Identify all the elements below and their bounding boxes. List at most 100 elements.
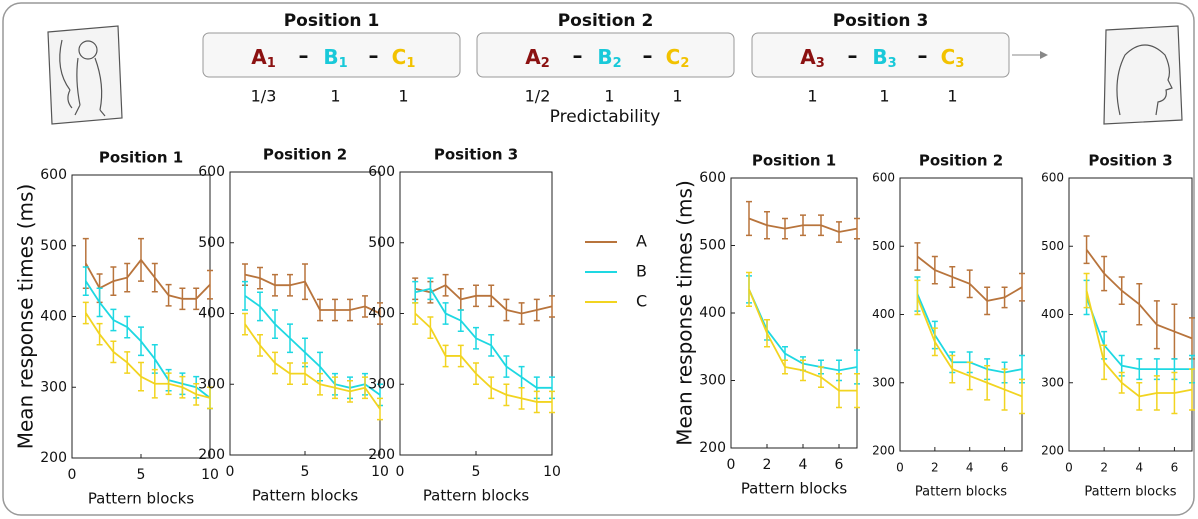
element-letter: B [323,45,338,69]
error-bar [549,390,555,414]
separator: – [299,44,309,68]
error-bar [347,298,353,322]
x-tick-label: 2 [763,457,772,473]
error-bar [1118,371,1125,394]
chart-title: Position 2 [263,146,347,164]
element-label: C1 [392,45,416,71]
x-axis-label: Pattern blocks [88,490,195,508]
error-bar [818,214,824,237]
x-tick-label: 5 [137,467,146,483]
series-line [244,273,381,315]
x-tick-label: 6 [835,457,844,473]
plot-frame [71,174,211,459]
predictability-value: 1 [604,87,614,106]
error-bar [818,366,824,388]
error-bar [347,379,353,403]
error-bar [518,302,525,325]
y-tick-label: 400 [368,306,395,322]
error-bar [1136,358,1143,381]
error-bar [1019,378,1025,415]
y-tick-label: 600 [872,171,895,185]
error-bar [800,214,806,237]
x-tick-label: 10 [371,464,389,480]
legend-label: A [636,232,647,251]
chart-title: Position 3 [1088,152,1172,170]
error-bar [110,266,117,297]
element-subscript: 1 [406,56,415,71]
series-line [244,323,381,410]
error-bar [1118,276,1125,306]
error-bar [549,295,555,318]
error-bar [110,340,117,364]
error-bar [272,273,278,297]
error-bar [746,271,752,307]
error-bar [165,372,172,396]
error-bar [207,269,213,300]
error-bar [1136,382,1143,411]
error-bar [302,362,308,385]
series-line [85,280,211,399]
element-label: A3 [800,45,825,71]
predictability-value: 1 [398,87,408,106]
error-bar [782,359,788,375]
error-bar [1019,272,1025,302]
y-tick-label: 600 [699,170,726,186]
error-bar [914,279,921,316]
error-bar [533,298,540,322]
error-bar [82,301,89,325]
error-bar [836,373,842,409]
predictability-value: 1 [330,87,340,106]
y-tick-label: 500 [1041,239,1064,253]
error-bar [257,333,263,357]
error-bar [503,298,510,322]
y-tick-label: 300 [40,379,67,395]
error-bar [984,286,991,316]
position-box [476,32,735,78]
element-letter: B [872,45,887,69]
element-subscript: 2 [680,56,689,71]
element-label: C3 [941,45,965,71]
error-bar [836,221,842,243]
chart-panel: Position 1 200 300 400 500 600 0 2 4 6 Pattern blo… [673,152,860,498]
error-bar [427,316,434,340]
separator: – [848,44,858,68]
error-bar [110,308,117,332]
error-bar [503,383,510,407]
error-bar [317,298,323,322]
legend-label: B [636,262,647,281]
element-subscript: 1 [267,56,276,71]
predictability-value: 1 [879,87,889,106]
error-bar [854,373,860,409]
error-bar [764,319,770,348]
element-letter: A [800,45,816,69]
plot-frame [730,177,858,449]
y-tick-label: 300 [368,376,395,392]
error-bar [287,362,293,385]
y-tick-label: 600 [1041,171,1064,185]
error-bar [332,376,338,400]
x-axis-label: Pattern blocks [1084,485,1176,500]
x-axis-label: Pattern blocks [252,487,359,505]
error-bar [1101,255,1108,292]
error-bar [287,273,293,297]
x-tick-label: 5 [472,464,481,480]
error-bar [473,326,479,350]
chart-panel: Position 2 200 300 400 500 600 0 2 4 6 Pattern blo… [872,152,1025,500]
error-bar [272,351,278,375]
element-label: A1 [251,45,276,71]
element-label: A2 [525,45,550,71]
x-tick-label: 2 [931,461,939,475]
y-tick-label: 200 [699,440,726,456]
separator: – [369,44,379,68]
error-bar [1083,272,1090,309]
error-bar [82,266,89,297]
error-bar [764,211,770,240]
error-bar [931,327,938,357]
x-tick-label: 0 [1065,461,1073,475]
chart-panel: Position 3 200 300 400 500 600 0 2 4 6 Pattern blo… [1041,152,1195,500]
y-tick-label: 400 [40,309,67,325]
error-bar [96,322,103,346]
error-bar [1171,371,1178,415]
